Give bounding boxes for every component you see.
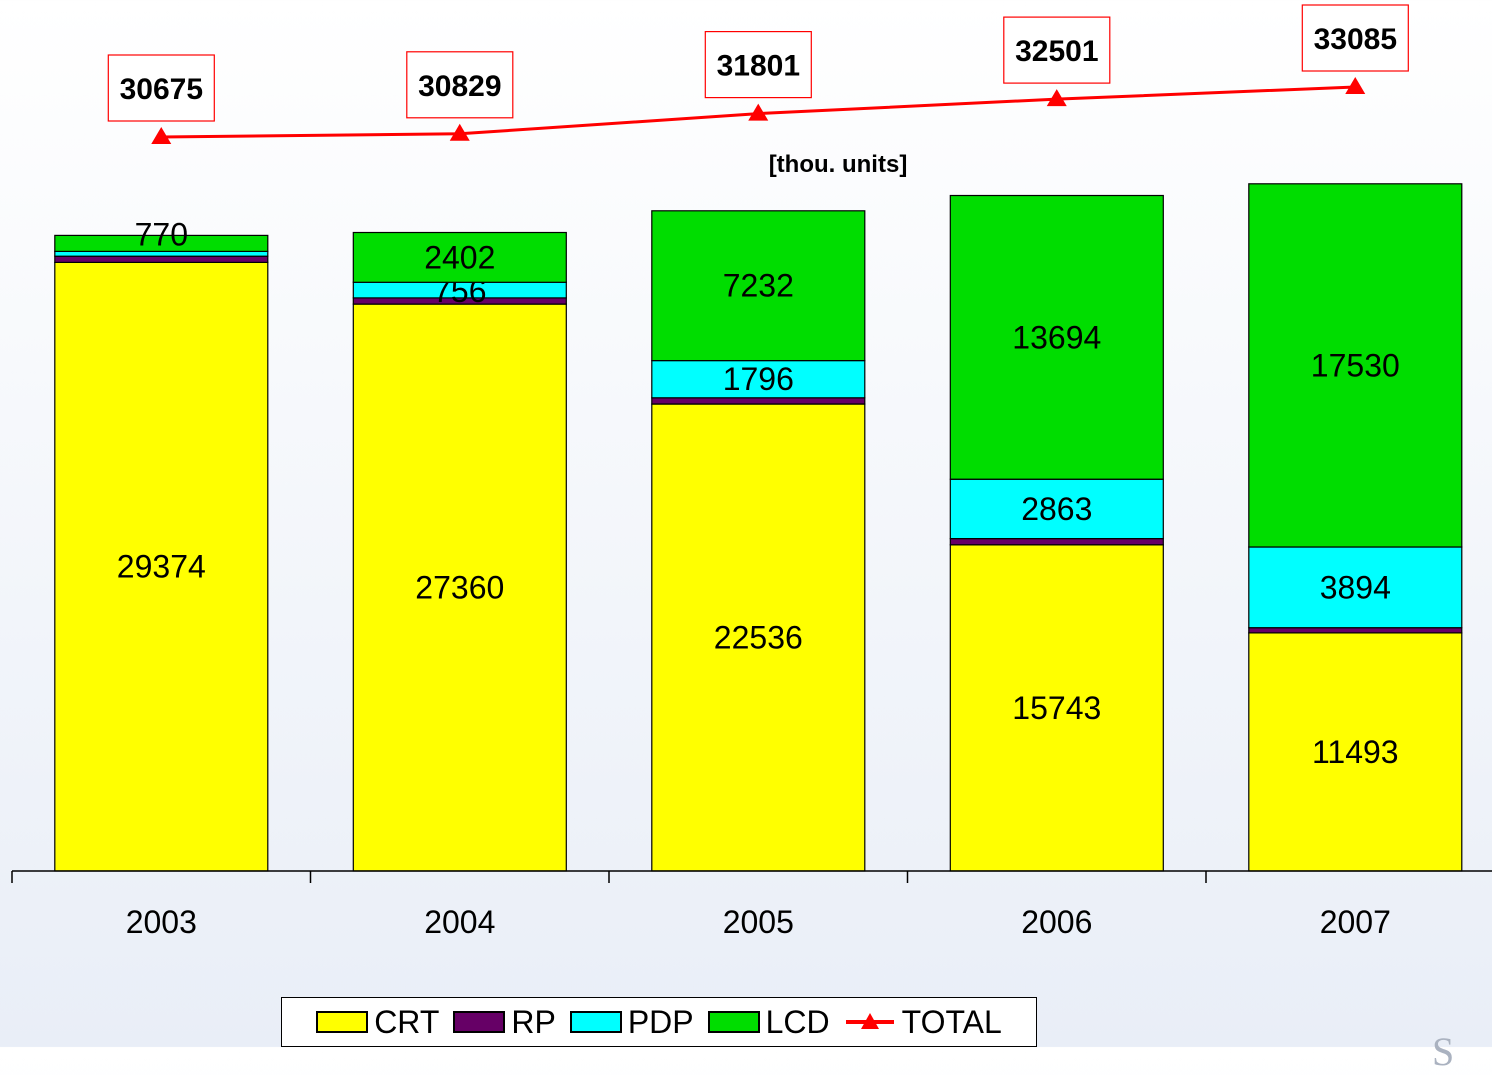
bar-lcd-2004 bbox=[352, 231, 567, 283]
total-marker-2007 bbox=[1345, 77, 1366, 94]
bars-layer: 2937477027360756240222536179672321574328… bbox=[54, 183, 1463, 872]
total-label-box-2003 bbox=[107, 54, 215, 122]
x-tick-label-2005: 2005 bbox=[723, 904, 794, 940]
bar-lcd-2003 bbox=[54, 234, 269, 252]
bar-crt-2003 bbox=[54, 261, 269, 872]
total-label-box-2007 bbox=[1301, 4, 1409, 72]
data-label-lcd-2006: 13694 bbox=[1012, 319, 1101, 355]
legend: CRT RP PDP LCD TOTAL bbox=[281, 997, 1037, 1047]
legend-item-crt: CRT bbox=[316, 1004, 439, 1041]
bar-rp-2006 bbox=[949, 537, 1164, 546]
legend-item-pdp: PDP bbox=[569, 1003, 694, 1041]
bar-pdp-2006 bbox=[949, 478, 1164, 540]
total-label-2005: 31801 bbox=[717, 50, 800, 83]
legend-item-total: TOTAL bbox=[844, 1004, 1002, 1041]
total-label-2006: 32501 bbox=[1015, 35, 1098, 68]
legend-swatch-crt bbox=[316, 1011, 369, 1033]
corner-glyph: S bbox=[1432, 1029, 1455, 1074]
bar-lcd-2005 bbox=[651, 210, 866, 362]
bar-crt-2006 bbox=[949, 544, 1164, 872]
legend-line-total-icon bbox=[845, 1013, 894, 1029]
unit-label: [thou. units] bbox=[769, 151, 908, 178]
total-label-2004: 30829 bbox=[418, 70, 501, 103]
total-label-box-2005 bbox=[704, 31, 812, 99]
legend-swatch-pdp bbox=[569, 1011, 622, 1033]
bar-pdp-2007 bbox=[1248, 546, 1463, 629]
legend-label-pdp: PDP bbox=[627, 1003, 694, 1040]
legend-swatch-lcd bbox=[707, 1011, 760, 1033]
data-label-crt-2003: 29374 bbox=[117, 549, 206, 585]
data-label-lcd-2007: 17530 bbox=[1311, 347, 1400, 383]
total-marker-2003 bbox=[151, 127, 172, 144]
total-label-box-2006 bbox=[1003, 16, 1111, 84]
total-marker-2005 bbox=[748, 103, 769, 121]
data-label-crt-2005: 22536 bbox=[714, 620, 803, 656]
legend-label-crt: CRT bbox=[374, 1003, 440, 1040]
total-label-2003: 30675 bbox=[120, 73, 203, 106]
x-axis: 2003 2004 2005 2006 2007 bbox=[11, 870, 1492, 940]
bar-crt-2005 bbox=[651, 403, 866, 872]
data-label-lcd-2003: 770 bbox=[135, 216, 188, 252]
data-label-crt-2006: 15743 bbox=[1012, 690, 1101, 726]
data-label-crt-2007: 11493 bbox=[1312, 734, 1399, 770]
data-label-pdp-2005: 1796 bbox=[723, 361, 794, 397]
data-label-lcd-2005: 7232 bbox=[723, 268, 794, 304]
legend-item-lcd: LCD bbox=[707, 1003, 830, 1041]
legend-label-rp: RP bbox=[511, 1003, 556, 1040]
total-marker-2004 bbox=[449, 123, 470, 141]
total-marker-2006 bbox=[1046, 89, 1067, 107]
data-label-lcd-2004: 2402 bbox=[424, 239, 495, 275]
bar-rp-2005 bbox=[651, 397, 866, 405]
bar-lcd-2007 bbox=[1248, 183, 1463, 548]
total-label-2007: 33085 bbox=[1314, 23, 1397, 56]
legend-label-total: TOTAL bbox=[901, 1003, 1002, 1040]
bar-rp-2003 bbox=[54, 255, 269, 264]
bar-rp-2007 bbox=[1248, 627, 1463, 634]
legend-swatch-rp bbox=[453, 1011, 506, 1033]
total-line-layer: 30675 30829 31801 32501 33085 bbox=[107, 4, 1409, 144]
x-tick-label-2007: 2007 bbox=[1320, 904, 1391, 940]
bar-crt-2007 bbox=[1248, 632, 1463, 872]
x-tick-label-2003: 2003 bbox=[126, 904, 197, 940]
data-label-pdp-2007: 3894 bbox=[1320, 569, 1391, 605]
stacked-bar-chart: 2937477027360756240222536179672321574328… bbox=[11, 4, 1492, 940]
data-label-pdp-2006: 2863 bbox=[1021, 491, 1092, 527]
bar-lcd-2006 bbox=[949, 194, 1164, 480]
legend-label-lcd: LCD bbox=[765, 1003, 830, 1040]
legend-item-rp: RP bbox=[453, 1003, 556, 1041]
x-tick-label-2006: 2006 bbox=[1021, 904, 1092, 940]
bar-crt-2004 bbox=[352, 303, 567, 872]
data-label-crt-2004: 27360 bbox=[415, 570, 504, 606]
total-label-box-2004 bbox=[406, 51, 514, 119]
x-tick-label-2004: 2004 bbox=[424, 904, 495, 940]
